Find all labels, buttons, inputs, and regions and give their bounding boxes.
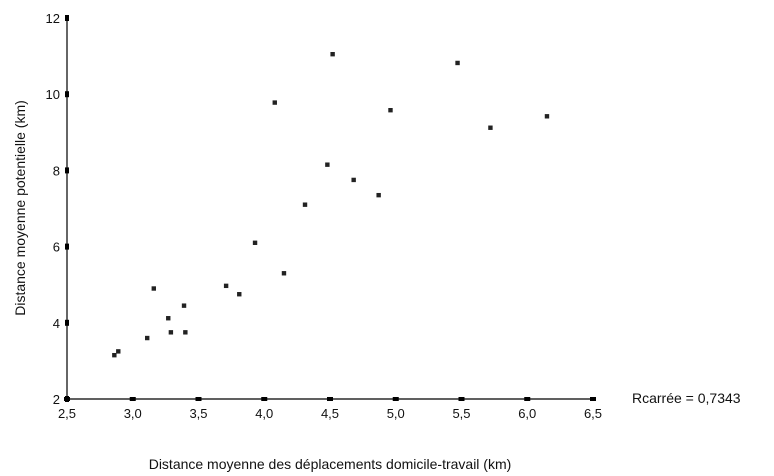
x-tick-mark	[392, 397, 399, 401]
y-tick-label: 2	[53, 392, 60, 407]
y-axis-ticks: 2 4 6 8 10 12	[46, 11, 69, 407]
x-axis-ticks: 2,5 3,0 3,5 4,0 4,5 5,0 5,5 6,0 6,5	[58, 397, 602, 421]
data-point	[302, 202, 308, 207]
y-tick-mark	[65, 91, 69, 98]
data-point	[181, 303, 187, 308]
x-tick-mark	[327, 397, 333, 401]
y-tick-mark	[65, 319, 69, 326]
data-point	[325, 162, 330, 167]
y-axis-title: Distance moyenne potentielle (km)	[12, 100, 28, 316]
x-tick-mark	[261, 397, 268, 401]
x-tick-mark	[195, 397, 202, 401]
data-point	[488, 125, 493, 130]
data-point	[388, 108, 393, 113]
x-tick-mark	[524, 397, 531, 401]
data-point	[168, 330, 174, 335]
y-tick-label: 12	[46, 11, 60, 26]
data-point	[183, 330, 188, 335]
y-tick-label: 8	[53, 163, 60, 178]
x-tick-mark	[458, 397, 465, 401]
data-point	[112, 352, 117, 358]
r-squared-annotation: Rcarrée = 0,7343	[632, 390, 741, 406]
y-tick-mark	[65, 15, 69, 21]
data-point	[151, 286, 156, 291]
x-tick-mark	[590, 397, 596, 401]
x-axis-title: Distance moyenne des déplacements domici…	[149, 456, 512, 472]
x-tick-label: 5,5	[452, 406, 470, 421]
data-point	[281, 271, 287, 276]
y-tick-mark	[65, 243, 69, 250]
x-tick-label: 3,0	[124, 406, 142, 421]
data-point	[351, 177, 356, 183]
axes	[66, 15, 593, 400]
data-point	[166, 316, 171, 321]
y-tick-mark	[65, 396, 69, 402]
data-point	[237, 292, 242, 297]
data-point	[544, 114, 550, 119]
data-point	[272, 100, 277, 105]
y-tick-label: 10	[46, 87, 60, 102]
data-point	[252, 240, 258, 245]
data-point	[455, 60, 460, 66]
x-tick-label: 6,0	[518, 406, 536, 421]
data-point	[376, 192, 381, 198]
data-points	[112, 51, 550, 358]
data-point	[223, 283, 229, 289]
y-tick-mark	[65, 167, 69, 174]
x-tick-label: 6,5	[584, 406, 602, 421]
x-tick-label: 3,5	[189, 406, 207, 421]
data-point	[145, 335, 150, 341]
x-tick-label: 2,5	[58, 406, 76, 421]
data-point	[330, 51, 335, 57]
x-tick-label: 4,0	[255, 406, 273, 421]
x-tick-mark	[129, 397, 136, 401]
x-tick-label: 5,0	[387, 406, 405, 421]
data-point	[116, 349, 121, 354]
y-tick-label: 6	[53, 240, 60, 255]
y-tick-label: 4	[53, 316, 60, 331]
x-tick-label: 4,5	[321, 406, 339, 421]
